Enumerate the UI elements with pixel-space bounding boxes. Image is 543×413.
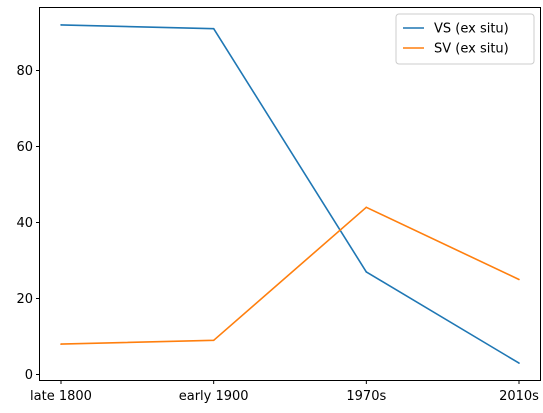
data-point [212, 339, 215, 342]
data-point [60, 24, 62, 26]
legend-label: SV (ex situ) [434, 42, 509, 57]
series-lines [60, 24, 520, 364]
data-point [212, 27, 215, 30]
data-point [518, 362, 520, 364]
y-tick-label: 60 [16, 140, 33, 155]
axis-ticks: 0 20 40 60 80 late 1800 early 1900 1970s 2010s [16, 64, 539, 404]
data-point [518, 278, 520, 281]
series-line-2 [60, 206, 520, 345]
data-point [60, 343, 62, 345]
y-tick-label: 80 [16, 64, 33, 79]
x-tick-label: early 1900 [179, 389, 249, 404]
x-tick-label: 2010s [499, 389, 539, 404]
x-tick-label: late 1800 [30, 389, 92, 404]
legend-label: VS (ex situ) [434, 22, 509, 37]
y-tick-label: 40 [16, 216, 33, 231]
x-tick-label: 1970s [346, 389, 386, 404]
y-tick-label: 0 [25, 368, 33, 383]
series-line-1 [60, 24, 520, 364]
legend: VS (ex situ) SV (ex situ) [395, 13, 535, 65]
legend-box [395, 13, 535, 65]
y-tick-label: 20 [16, 292, 33, 307]
data-point [365, 206, 368, 209]
data-point [365, 271, 368, 273]
plot-frame [39, 7, 541, 381]
